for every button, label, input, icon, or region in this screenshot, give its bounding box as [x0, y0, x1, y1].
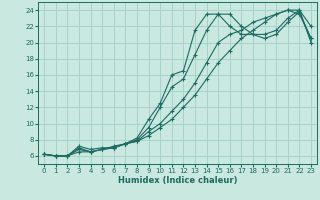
X-axis label: Humidex (Indice chaleur): Humidex (Indice chaleur): [118, 176, 237, 185]
